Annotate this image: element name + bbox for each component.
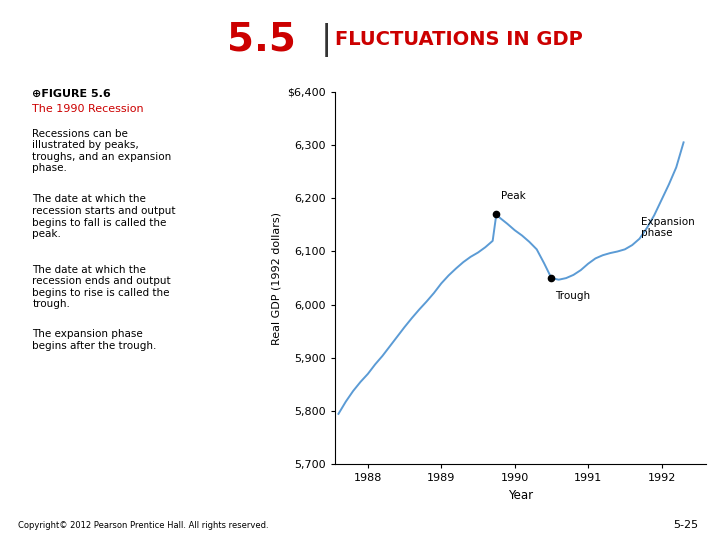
Text: C H A P T E R  5: C H A P T E R 5 <box>15 18 100 28</box>
X-axis label: Year: Year <box>508 489 533 502</box>
Text: ⊕FIGURE 5.6: ⊕FIGURE 5.6 <box>32 89 111 99</box>
Text: FLUCTUATIONS IN GDP: FLUCTUATIONS IN GDP <box>335 30 582 50</box>
Text: 5.5: 5.5 <box>227 21 296 59</box>
Text: Peak: Peak <box>501 191 526 201</box>
Text: Measuring a Nation's: Measuring a Nation's <box>15 42 107 51</box>
Text: The 1990 Recession: The 1990 Recession <box>32 104 144 114</box>
Text: Recessions can be
illustrated by peaks,
troughs, and an expansion
phase.: Recessions can be illustrated by peaks, … <box>32 129 171 173</box>
Text: The date at which the
recession starts and output
begins to fall is called the
p: The date at which the recession starts a… <box>32 194 176 239</box>
Text: Copyright© 2012 Pearson Prentice Hall. All rights reserved.: Copyright© 2012 Pearson Prentice Hall. A… <box>18 521 269 530</box>
Text: 5-25: 5-25 <box>673 520 698 530</box>
Text: Production and Income: Production and Income <box>15 58 114 66</box>
Text: The expansion phase
begins after the trough.: The expansion phase begins after the tro… <box>32 329 157 351</box>
Text: Expansion
phase: Expansion phase <box>641 217 695 238</box>
Text: The date at which the
recession ends and output
begins to rise is called the
tro: The date at which the recession ends and… <box>32 265 171 309</box>
Y-axis label: Real GDP (1992 dollars): Real GDP (1992 dollars) <box>271 212 282 345</box>
Text: Trough: Trough <box>555 292 590 301</box>
Text: |: | <box>320 23 332 57</box>
